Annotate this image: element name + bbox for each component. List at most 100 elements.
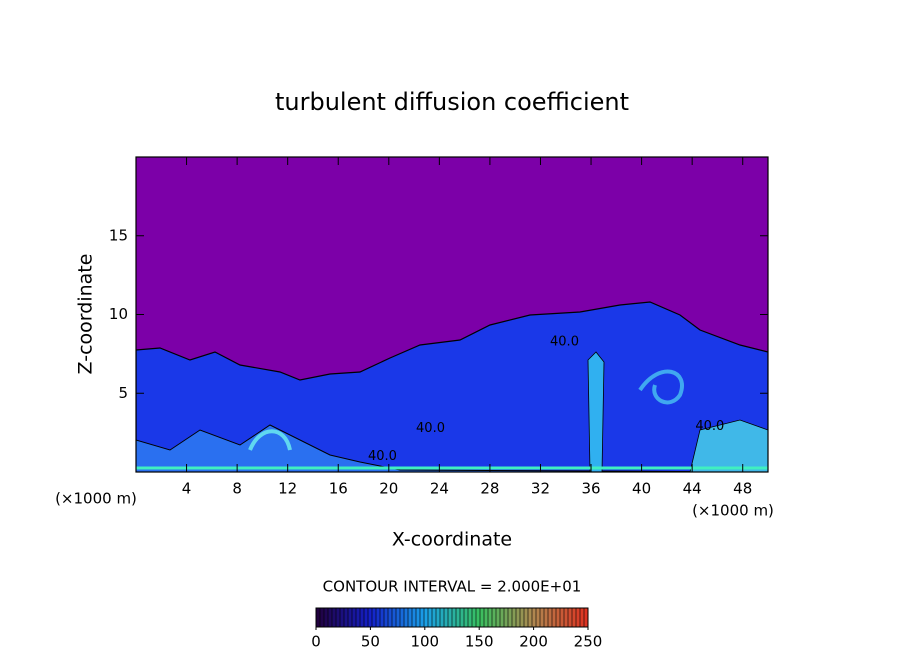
colorbar-cell [432,608,436,627]
colorbar-cell [424,608,428,627]
x-tick-label: 36 [581,480,600,498]
colorbar-cell [340,608,344,627]
x-tick-label: 4 [182,480,192,498]
y-tick-label: 15 [109,226,128,244]
plume [689,419,768,472]
colorbar-tick-label: 200 [519,633,548,651]
colorbar-cell [568,608,572,627]
colorbar-cell [584,608,588,627]
colorbar-cell [428,608,432,627]
colorbar-cell [464,608,468,627]
colorbar-cell [540,608,544,627]
colorbar-cell [352,608,356,627]
streak [638,369,684,405]
colorbar-cell [436,608,440,627]
x-tick-label: 40 [632,480,651,498]
colorbar-cell [480,608,484,627]
contour-label: 40.0 [695,419,724,434]
lower-layer [136,424,768,472]
colorbar-cell [348,608,352,627]
x-tick-label: 32 [531,480,550,498]
colorbar-cell [544,608,548,627]
colorbar-cell [492,608,496,627]
colorbar-cell [368,608,372,627]
colorbar-tick-label: 100 [410,633,439,651]
colorbar-cell [508,608,512,627]
colorbar-cell [332,608,336,627]
colorbar-tick-label: 250 [574,633,603,651]
x-unit-label: (×1000 m) [692,502,774,520]
y-tick-label: 5 [118,384,128,402]
chart-title: turbulent diffusion coefficient [275,88,629,116]
colorbar-cell [548,608,552,627]
colorbar-cell [580,608,584,627]
turbulent-layer [136,301,768,472]
x-tick-label: 8 [232,480,242,498]
x-tick-label: 24 [430,480,449,498]
colorbar: 0 50 100 150 200 250 [311,607,603,651]
colorbar-cell [360,608,364,627]
x-tick-label: 12 [278,480,297,498]
colorbar-cell [448,608,452,627]
contour-label: 40.0 [416,421,445,436]
colorbar-cell [408,608,412,627]
colorbar-cell [552,608,556,627]
colorbar-cell [420,608,424,627]
colorbar-cell [392,608,396,627]
contour-label: 40.0 [368,449,397,464]
x-tick-label: 16 [329,480,348,498]
colorbar-cell [344,608,348,627]
colorbar-cell [520,608,524,627]
colorbar-cell [336,608,340,627]
contour-label: 40.0 [550,335,579,350]
colorbar-cell [372,608,376,627]
colorbar-cell [452,608,456,627]
colorbar-cell [328,608,332,627]
colorbar-cell [388,608,392,627]
colorbar-cell [416,608,420,627]
colorbar-cell [460,608,464,627]
colorbar-cell [356,608,360,627]
colorbar-tick-label: 150 [465,633,494,651]
colorbar-cell [532,608,536,627]
colorbar-cell [400,608,404,627]
colorbar-cell [316,608,320,627]
colorbar-tick-label: 50 [361,633,380,651]
colorbar-cell [484,608,488,627]
x-tick-label: 20 [379,480,398,498]
colorbar-cell [560,608,564,627]
colorbar-cell [440,608,444,627]
colorbar-cell [320,608,324,627]
colorbar-cell [376,608,380,627]
plot-area [136,157,768,472]
x-axis-label: X-coordinate [392,529,512,551]
x-tick-label: 48 [733,480,752,498]
x-tick-label: 28 [480,480,499,498]
colorbar-cell [496,608,500,627]
colorbar-cell [444,608,448,627]
colorbar-cell [572,608,576,627]
colorbar-cell [564,608,568,627]
y-axis-label: Z-coordinate [75,254,97,375]
colorbar-cell [500,608,504,627]
colorbar-cell [504,608,508,627]
colorbar-cell [524,608,528,627]
colorbar-cell [476,608,480,627]
colorbar-cell [472,608,476,627]
colorbar-cell [468,608,472,627]
colorbar-cell [364,608,368,627]
colorbar-frame [315,607,589,628]
colorbar-cell [456,608,460,627]
colorbar-cell [516,608,520,627]
colorbar-cell [412,608,416,627]
colorbar-cell [384,608,388,627]
colorbar-cell [536,608,540,627]
y-tick-label: 10 [109,305,128,323]
colorbar-cell [576,608,580,627]
colorbar-cell [404,608,408,627]
streak [248,429,292,451]
colorbar-cell [380,608,384,627]
colorbar-cell [396,608,400,627]
x-tick-label: 44 [683,480,702,498]
